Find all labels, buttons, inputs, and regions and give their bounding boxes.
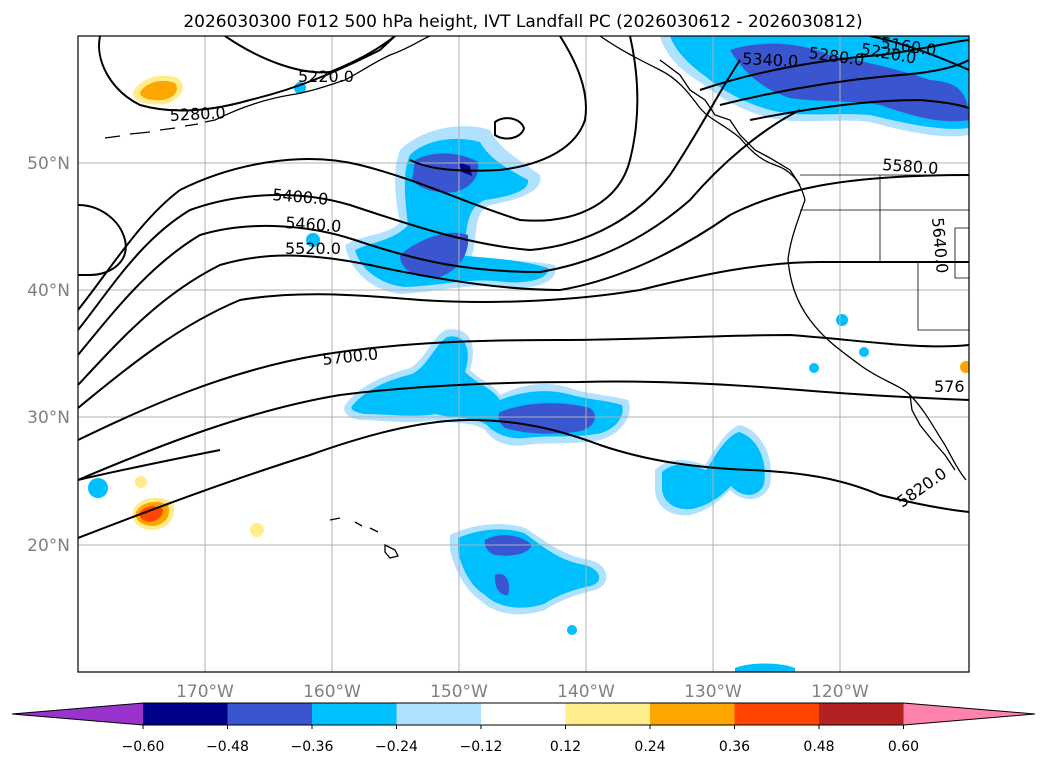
contour-label: 5520.0	[285, 239, 341, 258]
longitude-axis: 170°W 160°W 150°W 140°W 130°W 120°W	[176, 682, 869, 702]
ivt-region-bottom	[735, 663, 795, 672]
colorbar-tick-label: 0.60	[888, 739, 919, 755]
aleutian-islands	[104, 119, 216, 139]
height-contour-upper-west	[409, 36, 587, 172]
height-contours	[78, 36, 969, 539]
colorbar-extend-low	[12, 703, 143, 725]
coastlines	[104, 36, 967, 559]
colorbar-tick-label: 0.24	[634, 739, 665, 755]
colorbar-segment	[143, 703, 228, 725]
ivt-spot	[809, 363, 819, 373]
colorbar-tick-label: 0.36	[719, 739, 750, 755]
bc-coast	[659, 59, 801, 186]
us-west-coast	[787, 199, 967, 481]
hawaii-islands	[329, 517, 399, 559]
contour-label: 5340.0	[742, 49, 799, 71]
colorbar-tick-label: −0.48	[206, 739, 249, 755]
colorbar-segment	[565, 703, 650, 725]
positive-ivt-spot	[250, 523, 264, 537]
colorbar-tick-label: 0.12	[550, 739, 581, 755]
ivt-region-northeast-dark	[730, 43, 969, 122]
height-contour-5580	[78, 174, 969, 386]
longitude-tick-label: 150°W	[430, 682, 488, 702]
contour-label: 5580.0	[882, 155, 939, 178]
colorbar-tick-label: −0.36	[291, 739, 334, 755]
contour-label: 5640.0	[928, 217, 952, 274]
height-contour-5700	[78, 333, 969, 441]
baja-coast	[909, 394, 956, 471]
figure-title: 2026030300 F012 500 hPa height, IVT Land…	[183, 12, 862, 32]
height-contour-5460	[78, 59, 741, 331]
positive-ivt-spot	[960, 361, 969, 373]
ivt-region-south-dark	[484, 535, 532, 596]
colorbar-segment	[227, 703, 312, 725]
height-contour-northeast-2	[719, 59, 969, 106]
ivt-spot	[836, 314, 848, 326]
ivt-spot	[859, 347, 869, 357]
colorbar-segment	[819, 703, 904, 725]
colorbar-extend-high	[903, 703, 1035, 725]
height-contour-west-loop	[78, 204, 127, 276]
latitude-tick-label: 40°N	[27, 281, 70, 301]
colorbar-segment	[734, 703, 819, 725]
colorbar-tick-label: 0.48	[803, 739, 834, 755]
ivt-region-north-darkest	[458, 162, 472, 176]
colorbar-tick-label: −0.24	[375, 739, 418, 755]
map-frame	[77, 35, 970, 673]
latitude-tick-label: 30°N	[27, 408, 70, 428]
height-contour-5160	[869, 36, 969, 71]
ivt-spot	[306, 233, 320, 247]
ivt-region-central-dark	[498, 403, 595, 434]
height-contour-northeast-3	[749, 98, 969, 121]
contour-label: 5280.0	[169, 103, 226, 125]
positive-ivt-spot	[135, 476, 147, 488]
colorbar-tick-label: −0.12	[460, 739, 503, 755]
contour-label: 5460.0	[285, 213, 342, 236]
height-contour-5400	[78, 36, 639, 311]
latitude-tick-label: 50°N	[27, 154, 70, 174]
colorbar: −0.60 −0.48 −0.36 −0.24 −0.12 0.12 0.24 0.36 0.4…	[11, 702, 1036, 755]
colorbar-segment	[312, 703, 397, 725]
political-borders	[800, 174, 969, 331]
height-contour-small-loop	[494, 117, 526, 140]
contour-label: 5220.0	[298, 67, 354, 86]
colorbar-tick-label: −0.60	[122, 739, 165, 755]
longitude-tick-label: 130°W	[684, 682, 742, 702]
ivt-spot	[567, 625, 577, 635]
height-contour-5280-north-loop	[98, 36, 396, 112]
colorbar-segment	[396, 703, 481, 725]
height-contour-5880	[78, 449, 221, 481]
latitude-tick-label: 20°N	[27, 536, 70, 556]
height-contour-northeast-1	[699, 39, 969, 91]
ivt-region-north-core	[355, 138, 549, 287]
height-contour-5640	[78, 260, 969, 409]
contour-label: 576	[934, 377, 965, 396]
map-area: 5220.0 5280.0 5400.0 5460.0 5520.0 5700.…	[77, 33, 970, 673]
gulf-of-alaska-coast	[599, 36, 806, 201]
latitude-axis: 50°N 40°N 30°N 20°N	[27, 154, 70, 556]
height-contour-5220-north	[224, 36, 396, 74]
height-contour-5520	[78, 109, 801, 356]
longitude-tick-label: 170°W	[176, 682, 234, 702]
height-contour-5820	[78, 418, 969, 539]
colorbar-segment	[481, 703, 566, 725]
colorbar-segment	[650, 703, 735, 725]
positive-ivt-spot-alaska	[132, 75, 183, 105]
longitude-tick-label: 140°W	[557, 682, 615, 702]
contour-label: 5400.0	[272, 185, 329, 209]
ivt-spot	[88, 478, 108, 498]
longitude-tick-label: 160°W	[303, 682, 361, 702]
alaska-coast	[214, 36, 431, 121]
height-contour-5760	[78, 380, 969, 481]
longitude-tick-label: 120°W	[811, 682, 869, 702]
